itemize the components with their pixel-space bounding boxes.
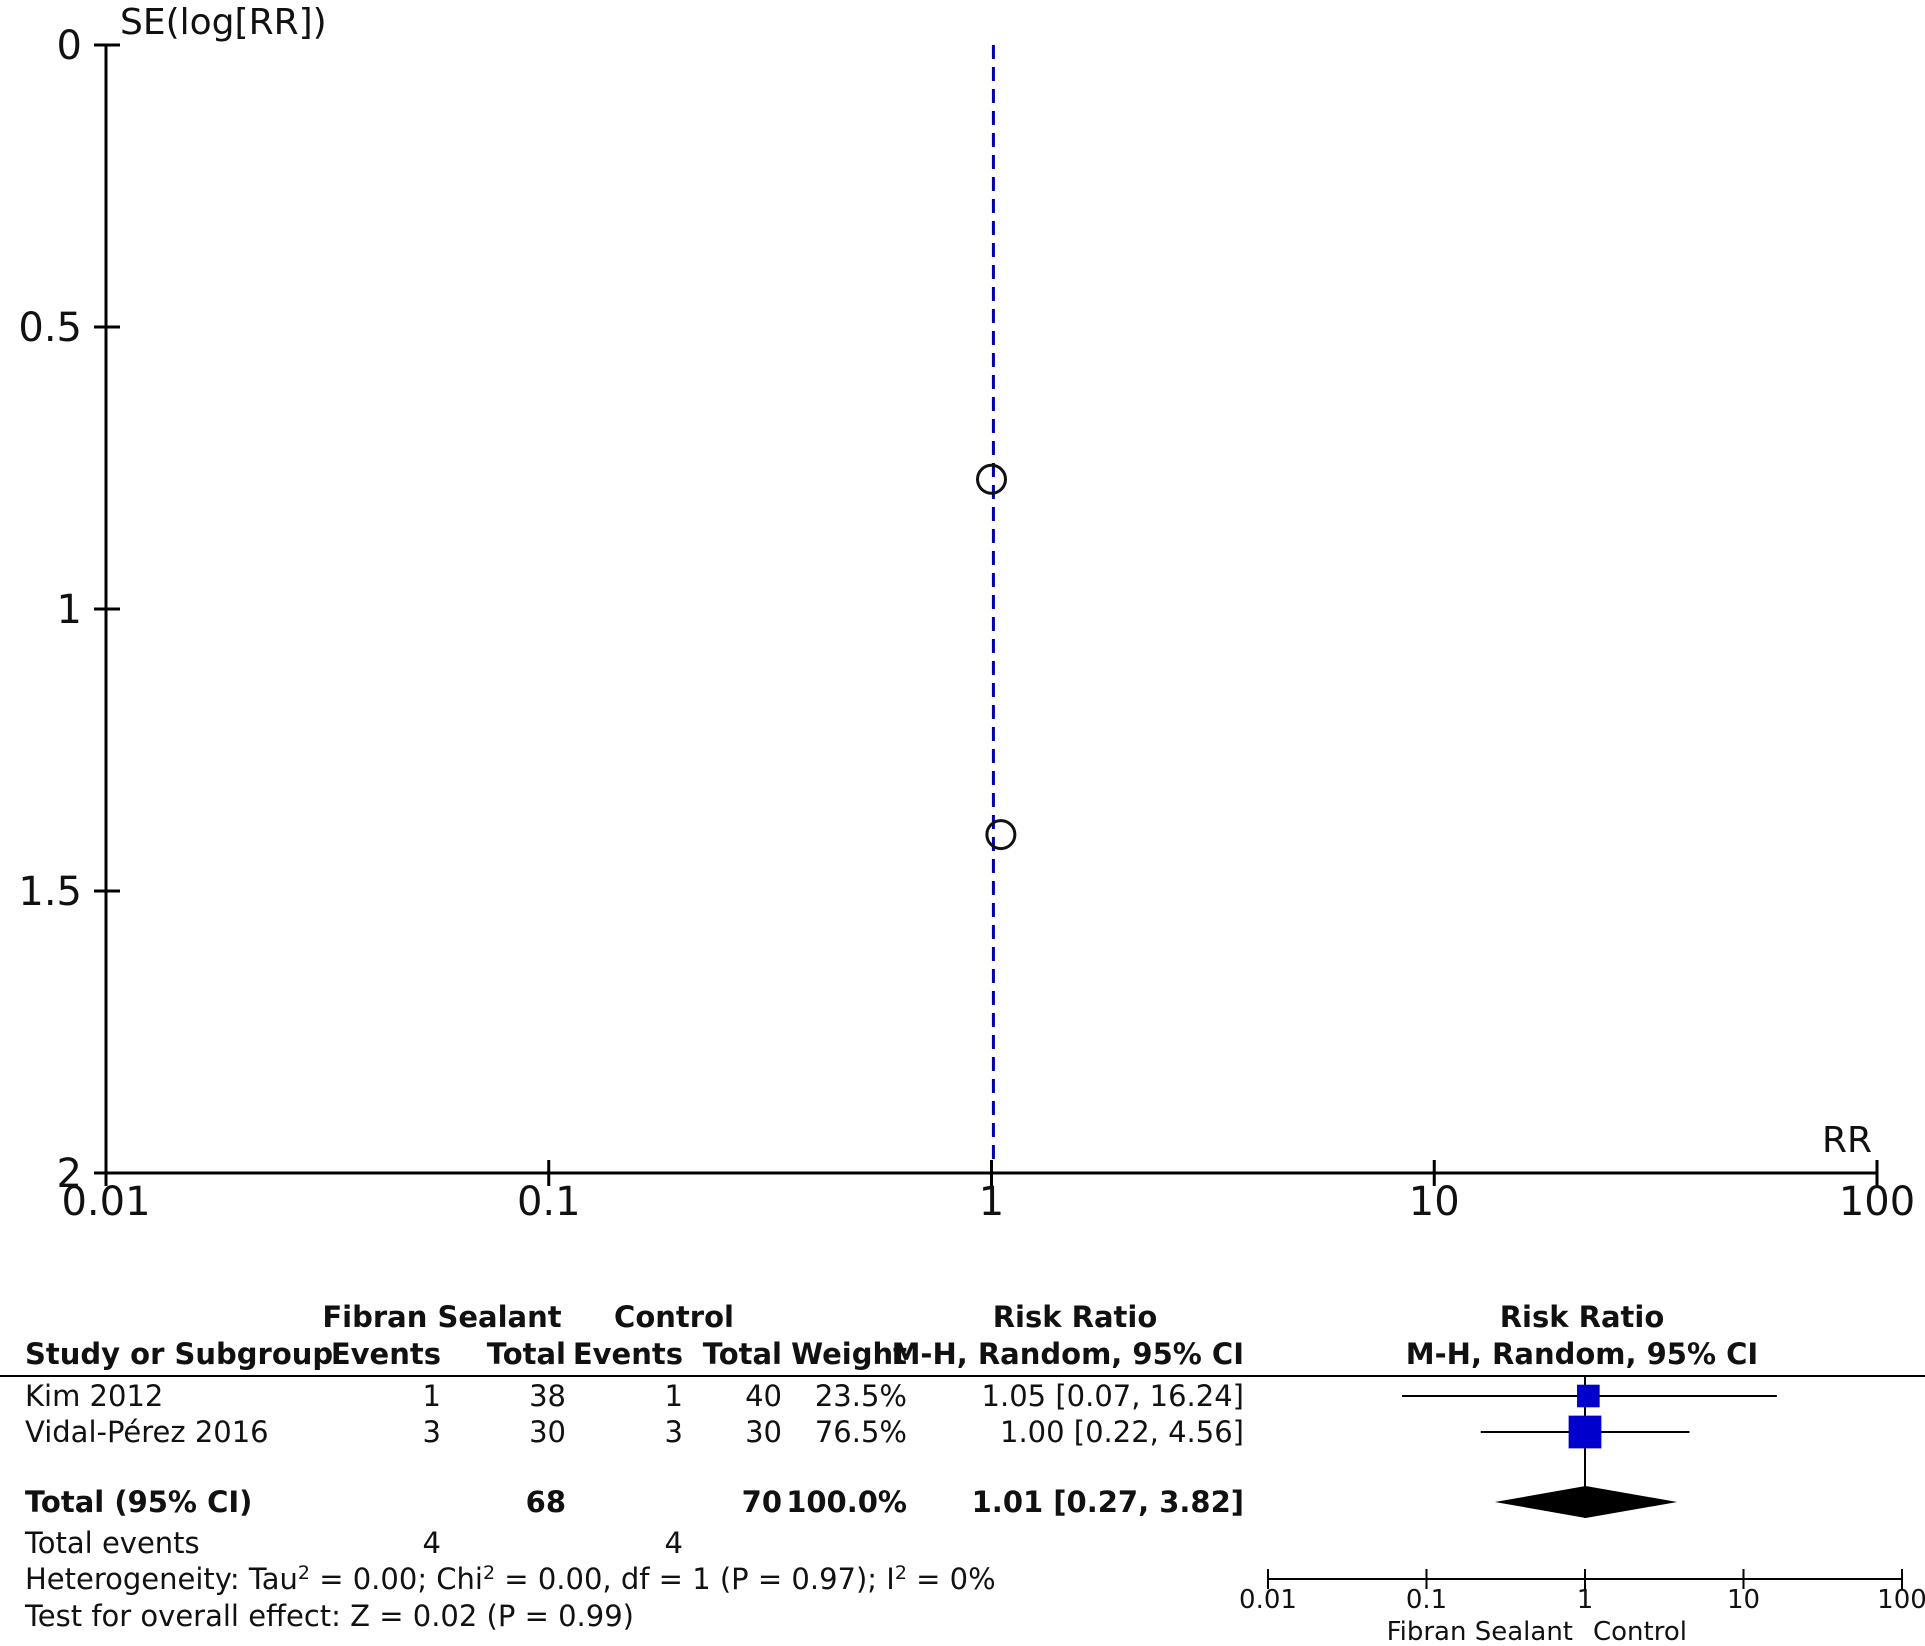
favours-right: Control (1593, 1617, 1687, 1646)
total-row: Total (95% CI) 68 70 100.0% 1.01 [0.27, … (25, 1485, 1244, 1519)
forest-tick-label: 0.01 (1239, 1585, 1297, 1615)
forest-mini-plot: 0.01 0.1 1 10 100 Fibran Sealant Control (1239, 1376, 1925, 1646)
funnel-y-axis-title: SE(log[RR]) (120, 2, 327, 43)
forest-tick-label: 1 (1577, 1585, 1594, 1615)
total2: 40 (745, 1379, 782, 1413)
favours-left: Fibran Sealant (1387, 1617, 1573, 1646)
total-events1: 4 (423, 1526, 441, 1560)
total1: 38 (529, 1379, 566, 1413)
y-tick-label: 2 (57, 1151, 82, 1197)
header-events2: Events (573, 1337, 683, 1371)
events1: 3 (423, 1415, 441, 1449)
total-label: Total (95% CI) (25, 1485, 252, 1519)
header-group2: Control (614, 1300, 734, 1334)
header-weight: Weight (791, 1337, 907, 1371)
y-tick-label: 0.5 (18, 305, 82, 351)
total-weight: 100.0% (786, 1485, 907, 1519)
study-weight-square (1577, 1384, 1600, 1408)
funnel-plot: 0 0.5 1 1.5 2 0.01 0.1 1 10 100 SE(log[RR]) RR (18, 2, 1915, 1225)
y-tick-label: 1.5 (18, 869, 82, 915)
pooled-diamond (1494, 1486, 1678, 1518)
x-tick-label: 0.1 (517, 1179, 581, 1225)
header-effect-plot: Risk Ratio (1500, 1300, 1665, 1334)
x-tick-label: 0.01 (61, 1179, 150, 1225)
total-risk-ratio-ci: 1.01 [0.27, 3.82] (972, 1485, 1244, 1519)
header-total1: Total (487, 1337, 566, 1371)
forest-tick-label: 100 (1877, 1585, 1925, 1615)
study-name: Kim 2012 (25, 1379, 163, 1413)
total-events2: 4 (665, 1526, 683, 1560)
study-point (985, 819, 1017, 851)
total-events-label: Total events (24, 1526, 200, 1560)
header-method: M-H, Random, 95% CI (892, 1337, 1244, 1371)
header-method-plot: M-H, Random, 95% CI (1406, 1337, 1758, 1371)
risk-ratio-ci: 1.00 [0.22, 4.56] (1000, 1415, 1244, 1449)
overall-effect-text: Test for overall effect: Z = 0.02 (P = 0… (24, 1599, 634, 1633)
funnel-x-axis-title: RR (1822, 1120, 1872, 1161)
x-tick-label: 10 (1409, 1179, 1460, 1225)
x-tick-label: 1 (979, 1179, 1004, 1225)
header-effect: Risk Ratio (993, 1300, 1158, 1334)
header-total2: Total (703, 1337, 782, 1371)
y-tick-label: 0 (57, 23, 82, 69)
events1: 1 (423, 1379, 441, 1413)
forest-tick-label: 0.1 (1406, 1585, 1447, 1615)
forest-table: Fibran Sealant Control Risk Ratio Risk R… (0, 1300, 1925, 1646)
heterogeneity-text: Heterogeneity: Tau2 = 0.00; Chi2 = 0.00,… (25, 1562, 996, 1596)
risk-ratio-ci: 1.05 [0.07, 16.24] (982, 1379, 1244, 1413)
study-row-kim: Kim 2012 1 38 1 40 23.5% 1.05 [0.07, 16.… (25, 1379, 1244, 1413)
events2: 3 (665, 1415, 683, 1449)
x-tick-label: 100 (1839, 1179, 1915, 1225)
study-point (976, 463, 1007, 495)
total2: 70 (742, 1485, 782, 1519)
total1: 30 (529, 1415, 566, 1449)
header-events1: Events (331, 1337, 441, 1371)
study-name: Vidal-Pérez 2016 (25, 1415, 269, 1449)
header-study: Study or Subgroup (25, 1337, 333, 1371)
total1: 68 (526, 1485, 566, 1519)
weight: 76.5% (815, 1415, 907, 1449)
total-events-row: Total events 4 4 (24, 1526, 683, 1560)
events2: 1 (665, 1379, 683, 1413)
weight: 23.5% (815, 1379, 907, 1413)
forest-tick-label: 10 (1727, 1585, 1760, 1615)
y-tick-label: 1 (57, 587, 82, 633)
study-weight-square (1568, 1415, 1602, 1449)
total2: 30 (745, 1415, 782, 1449)
header-group1: Fibran Sealant (322, 1300, 561, 1334)
study-row-vidal-perez: Vidal-Pérez 2016 3 30 3 30 76.5% 1.00 [0… (25, 1415, 1244, 1449)
